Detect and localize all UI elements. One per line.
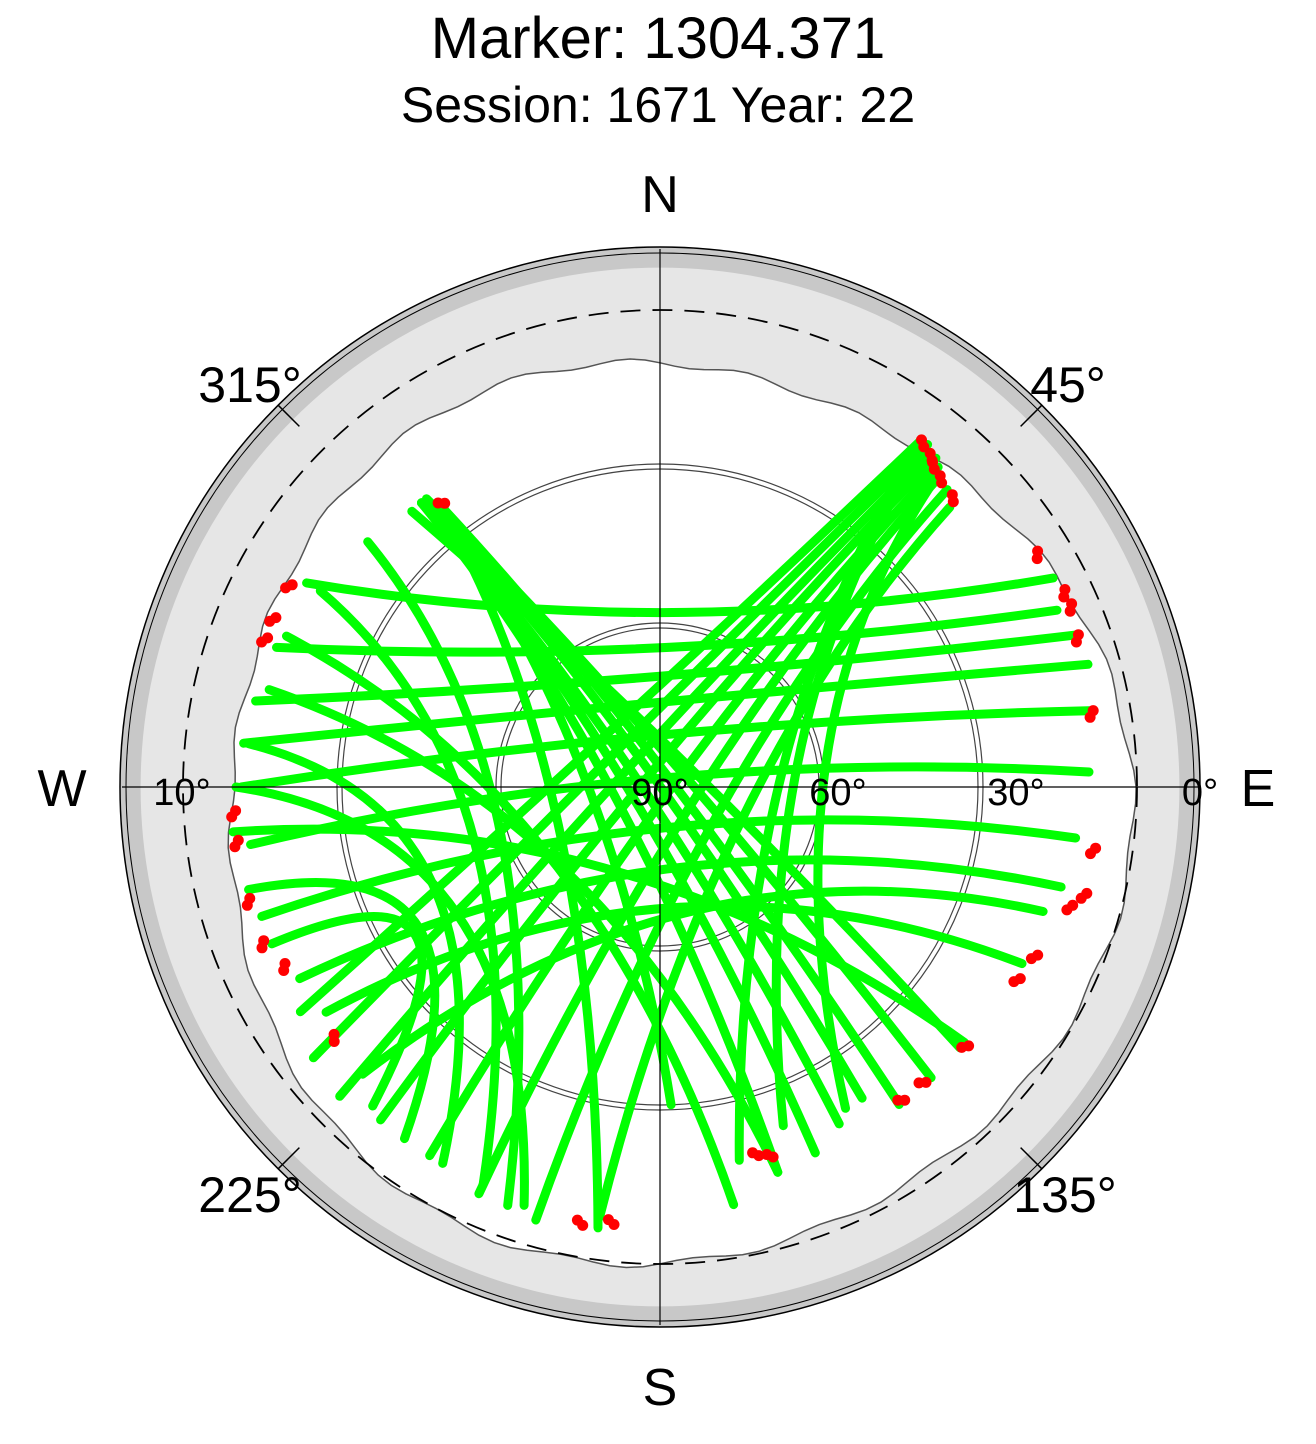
elevation-label-90: 90° xyxy=(631,772,688,814)
low-point-7-b xyxy=(1064,605,1076,617)
low-point-19-b xyxy=(747,1147,759,1159)
low-point-4-b xyxy=(947,496,959,508)
track-14 xyxy=(425,498,867,1103)
low-point-23-b xyxy=(279,958,291,969)
elevation-label-10: 10° xyxy=(153,772,210,814)
low-point-31-b xyxy=(439,497,451,509)
track-26 xyxy=(228,824,969,1047)
low-point-25-b xyxy=(244,892,256,904)
track-29 xyxy=(302,573,1058,618)
track-16 xyxy=(422,494,936,1083)
low-point-10-b xyxy=(1085,848,1096,860)
azimuth-label-315: 315° xyxy=(198,357,301,413)
low-point-15-b xyxy=(956,1041,968,1053)
low-point-17-b xyxy=(892,1094,904,1106)
low-point-26-b xyxy=(232,834,244,846)
low-point-28-b xyxy=(262,632,274,644)
track-32 xyxy=(239,659,1093,748)
low-point-30-b xyxy=(286,579,298,591)
elevation-label-0: 0° xyxy=(1182,772,1218,814)
chart-subtitle: Session: 1671 Year: 22 xyxy=(400,77,916,133)
track-31 xyxy=(251,630,1083,706)
label-north: N xyxy=(641,166,679,224)
low-point-9-b xyxy=(1084,711,1096,723)
low-point-14-b xyxy=(1008,976,1020,988)
label-west: W xyxy=(37,760,86,818)
label-east: E xyxy=(1241,760,1276,818)
track-18 xyxy=(433,498,676,1110)
low-point-22-b xyxy=(328,1028,340,1040)
low-point-6-b xyxy=(1058,591,1070,603)
azimuth-label-45: 45° xyxy=(1030,357,1106,413)
low-point-12-b xyxy=(1061,904,1073,916)
satellite-tracks xyxy=(228,435,1098,1233)
low-point-13-b xyxy=(1025,953,1037,965)
low-elevation-points xyxy=(226,434,1102,1231)
track-33 xyxy=(236,706,1098,792)
track-19 xyxy=(433,498,603,1233)
track-38 xyxy=(321,901,1027,1017)
label-south: S xyxy=(643,1359,678,1417)
low-point-3-b xyxy=(936,477,948,489)
low-point-24-b xyxy=(258,935,270,947)
track-36 xyxy=(295,855,1066,984)
azimuth-label-225: 225° xyxy=(198,1167,301,1223)
elevation-label-60: 60° xyxy=(809,772,866,814)
low-point-18-b xyxy=(761,1149,773,1160)
low-point-8-b xyxy=(1070,636,1082,648)
low-point-27-b xyxy=(230,805,242,817)
low-point-20-b xyxy=(602,1214,614,1226)
track-8 xyxy=(734,443,920,1165)
tick-135 xyxy=(1020,1147,1043,1170)
axis-labels: N S W E 45° 135° 225° 315° 90° 60° 30° 0° 10° xyxy=(37,166,1275,1417)
elevation-label-30: 30° xyxy=(987,772,1044,814)
tick-315 xyxy=(277,404,300,427)
track-34 xyxy=(246,762,1094,849)
low-point-11-b xyxy=(1075,892,1087,904)
track-35 xyxy=(257,815,1081,921)
chart-title: Marker: 1304.371 xyxy=(430,6,886,71)
azimuth-label-135: 135° xyxy=(1013,1167,1116,1223)
low-point-16-b xyxy=(913,1077,925,1089)
low-point-5-b xyxy=(1031,553,1043,565)
track-37 xyxy=(358,886,1048,1079)
tick-225 xyxy=(277,1147,300,1170)
tick-45 xyxy=(1020,404,1043,427)
axes xyxy=(122,249,1198,1325)
track-30 xyxy=(272,605,1062,657)
low-point-29-b xyxy=(270,612,282,624)
low-point-21-b xyxy=(571,1214,583,1226)
